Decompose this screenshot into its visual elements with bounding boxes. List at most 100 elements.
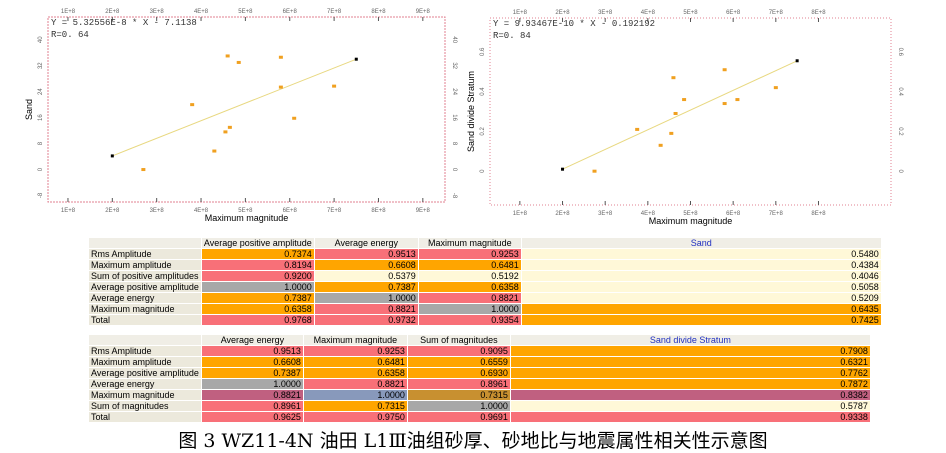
y-tick-label-right: 24: [451, 88, 457, 95]
y-tick-label-right: 16: [451, 114, 457, 121]
data-point: [722, 102, 727, 106]
x-tick-label-top: 2E+8: [105, 9, 120, 15]
correlation-cell: 0.7425: [520, 314, 882, 326]
data-point: [212, 149, 217, 153]
row-label: Average positive amplitude: [88, 367, 202, 379]
correlation-cell: 1.0000: [417, 303, 522, 315]
y-tick-label-right: 0: [451, 168, 457, 172]
x-tick-label: 4E+8: [194, 208, 209, 214]
correlation-cell: 1.0000: [406, 400, 511, 412]
correlation-cell: 0.9513: [200, 345, 304, 357]
data-point: [278, 85, 283, 89]
fit-line: [562, 60, 798, 170]
fit-endpoint: [795, 59, 799, 63]
correlation-cell: 0.6358: [302, 367, 408, 379]
correlation-cell: 0.7908: [509, 345, 871, 357]
x-tick-label: 2E+8: [555, 211, 570, 217]
correlation-cell: 0.6608: [200, 356, 304, 368]
x-axis-label: Maximum magnitude: [205, 213, 289, 223]
correlation-cell: 0.9200: [200, 270, 315, 282]
correlation-cell: 0.6358: [200, 303, 315, 315]
correlation-cell: 1.0000: [200, 281, 315, 293]
table-row: Rms Amplitude 0.9513 0.9253 0.9095 0.7908: [88, 345, 871, 357]
row-label: Maximum amplitude: [88, 259, 202, 271]
correlation-cell: 0.7374: [200, 248, 315, 260]
y-tick-label: 32: [38, 62, 44, 69]
correlation-cell: 0.8821: [417, 292, 522, 304]
correlation-cell: 0.6930: [406, 367, 511, 379]
x-tick-label: 4E+8: [641, 211, 656, 217]
correlation-cell: 0.5209: [520, 292, 882, 304]
table-row: Average positive amplitude 1.0000 0.7387 0.…: [88, 281, 882, 293]
x-tick-label-top: 1E+8: [513, 10, 528, 16]
y-tick-label-right: 0.2: [897, 127, 903, 136]
data-point: [225, 54, 230, 58]
correlation-cell: 0.8821: [200, 389, 304, 401]
correlation-cell: 0.5192: [417, 270, 522, 282]
table-row: Sum of positive amplitudes 0.9200 0.5379 0.…: [88, 270, 882, 282]
y-tick-label: -8: [38, 192, 44, 198]
correlation-cell: 1.0000: [200, 378, 304, 390]
correlation-cell: 0.9513: [313, 248, 419, 260]
y-tick-label: 24: [38, 88, 44, 95]
x-tick-label: 1E+8: [513, 211, 528, 217]
correlation-cell: 0.6559: [406, 356, 511, 368]
correlation-cell: 0.6481: [302, 356, 408, 368]
table-row: Total 0.9768 0.9732 0.9354 0.7425: [88, 314, 882, 326]
column-header: [88, 237, 202, 249]
correlation-cell: 0.5058: [520, 281, 882, 293]
column-header: Maximum magnitude: [417, 237, 522, 249]
column-header: Average positive amplitude: [200, 237, 315, 249]
data-point: [722, 68, 727, 72]
correlation-cell: 0.7762: [509, 367, 871, 379]
correlation-cell: 0.7387: [200, 367, 304, 379]
row-label: Maximum magnitude: [88, 389, 202, 401]
correlation-cell: 0.9338: [509, 411, 871, 423]
y-tick-label-right: 32: [451, 62, 457, 69]
column-header: Sum of magnitudes: [406, 334, 511, 346]
correlation-table-sand: Average positive amplitude Average energy…: [88, 237, 882, 326]
x-tick-label: 7E+8: [769, 211, 784, 217]
x-tick-label-top: 9E+8: [416, 9, 431, 15]
x-tick-label-top: 4E+8: [641, 10, 656, 16]
row-label: Total: [88, 411, 202, 423]
y-tick-label: 16: [38, 114, 44, 121]
correlation-cell: 0.9354: [417, 314, 522, 326]
correlation-cell: 0.7387: [313, 281, 419, 293]
correlation-cell: 0.7315: [406, 389, 511, 401]
correlation-cell: 1.0000: [302, 389, 408, 401]
table-row: Sum of magnitudes 0.8961 0.7315 1.0000 0.578…: [88, 400, 871, 412]
data-point: [635, 127, 640, 131]
regression-equation: Y = 5.32556E-8 * X - 7.1138: [51, 18, 197, 28]
r-value: R=0. 84: [493, 31, 531, 41]
y-axis-label: Sand divide Stratum: [466, 71, 476, 152]
data-point: [673, 111, 678, 115]
correlation-cell: 0.8821: [302, 378, 408, 390]
correlation-cell: 0.6608: [313, 259, 419, 271]
y-tick-label: 0: [480, 169, 486, 173]
plot-area: [47, 16, 446, 203]
figure-caption: 图 3 WZ11-4N 油田 L1Ⅲ油组砂厚、砂地比与地震属性相关性示意图: [178, 430, 768, 452]
data-point: [223, 130, 228, 134]
column-header: Sand divide Stratum: [509, 334, 871, 346]
correlation-table-sand-divide-stratum: Average energy Maximum magnitude Sum of ma…: [88, 334, 871, 423]
fit-endpoint: [561, 167, 565, 171]
row-label: Maximum amplitude: [88, 356, 202, 368]
regression-equation: Y = 9.93467E-10 * X - 0.192192: [493, 19, 655, 29]
x-tick-label-top: 4E+8: [194, 9, 209, 15]
row-label: Sum of positive amplitudes: [88, 270, 202, 282]
correlation-cell: 0.9253: [302, 345, 408, 357]
y-tick-label-right: -8: [451, 193, 457, 199]
x-tick-label: 8E+8: [371, 208, 386, 214]
x-tick-label-top: 8E+8: [811, 10, 826, 16]
correlation-cell: 1.0000: [313, 292, 419, 304]
table-row: Maximum magnitude 0.8821 1.0000 0.7315 0.838…: [88, 389, 871, 401]
x-tick-label-top: 2E+8: [555, 10, 570, 16]
x-tick-label: 6E+8: [726, 211, 741, 217]
correlation-cell: 0.9095: [406, 345, 511, 357]
x-tick-label-top: 3E+8: [598, 10, 613, 16]
y-tick-label-right: 0.4: [897, 87, 903, 96]
correlation-cell: 0.9768: [200, 314, 315, 326]
column-header: [88, 334, 202, 346]
data-point: [227, 125, 232, 129]
